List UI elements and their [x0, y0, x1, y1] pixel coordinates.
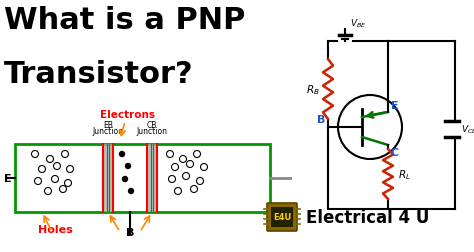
Text: Transistor?: Transistor? — [4, 60, 193, 89]
Circle shape — [191, 186, 198, 193]
Text: Holes: Holes — [37, 224, 73, 234]
Text: $R_L$: $R_L$ — [398, 167, 411, 181]
Text: $V_{BE}$: $V_{BE}$ — [350, 17, 366, 30]
Circle shape — [45, 188, 52, 195]
Circle shape — [52, 176, 58, 183]
Circle shape — [60, 186, 66, 193]
Text: CB: CB — [147, 120, 157, 130]
Circle shape — [126, 164, 130, 169]
Circle shape — [201, 164, 208, 171]
Text: What is a PNP: What is a PNP — [4, 6, 246, 35]
Text: Electrons: Electrons — [100, 110, 155, 119]
Circle shape — [197, 178, 203, 185]
Circle shape — [186, 161, 193, 168]
Bar — [147, 144, 157, 212]
Circle shape — [66, 166, 73, 173]
Circle shape — [119, 152, 125, 157]
Bar — [15, 144, 270, 212]
Text: Junction: Junction — [92, 127, 124, 136]
Text: $V_{CE}$: $V_{CE}$ — [461, 123, 474, 136]
Circle shape — [35, 178, 42, 185]
Text: E: E — [391, 101, 399, 111]
Text: E: E — [4, 173, 12, 183]
Circle shape — [122, 177, 128, 182]
Circle shape — [31, 151, 38, 158]
Circle shape — [166, 151, 173, 158]
Text: B: B — [317, 115, 325, 124]
Text: $R_B$: $R_B$ — [306, 83, 320, 97]
Circle shape — [54, 163, 61, 170]
Circle shape — [62, 151, 69, 158]
Circle shape — [338, 96, 402, 159]
Text: Electrical 4 U: Electrical 4 U — [306, 208, 429, 226]
Circle shape — [64, 180, 72, 187]
Circle shape — [128, 189, 134, 194]
FancyBboxPatch shape — [267, 203, 297, 231]
Circle shape — [182, 173, 190, 180]
Circle shape — [168, 176, 175, 183]
Circle shape — [180, 156, 186, 163]
Circle shape — [172, 164, 179, 171]
Circle shape — [38, 166, 46, 173]
Circle shape — [174, 188, 182, 195]
Text: C: C — [391, 147, 399, 158]
Text: EB: EB — [103, 120, 113, 130]
Bar — [103, 144, 113, 212]
Bar — [271, 207, 293, 227]
Circle shape — [193, 151, 201, 158]
Text: Junction: Junction — [137, 127, 167, 136]
Text: E4U: E4U — [273, 213, 291, 222]
Text: B: B — [126, 227, 134, 237]
Circle shape — [46, 156, 54, 163]
